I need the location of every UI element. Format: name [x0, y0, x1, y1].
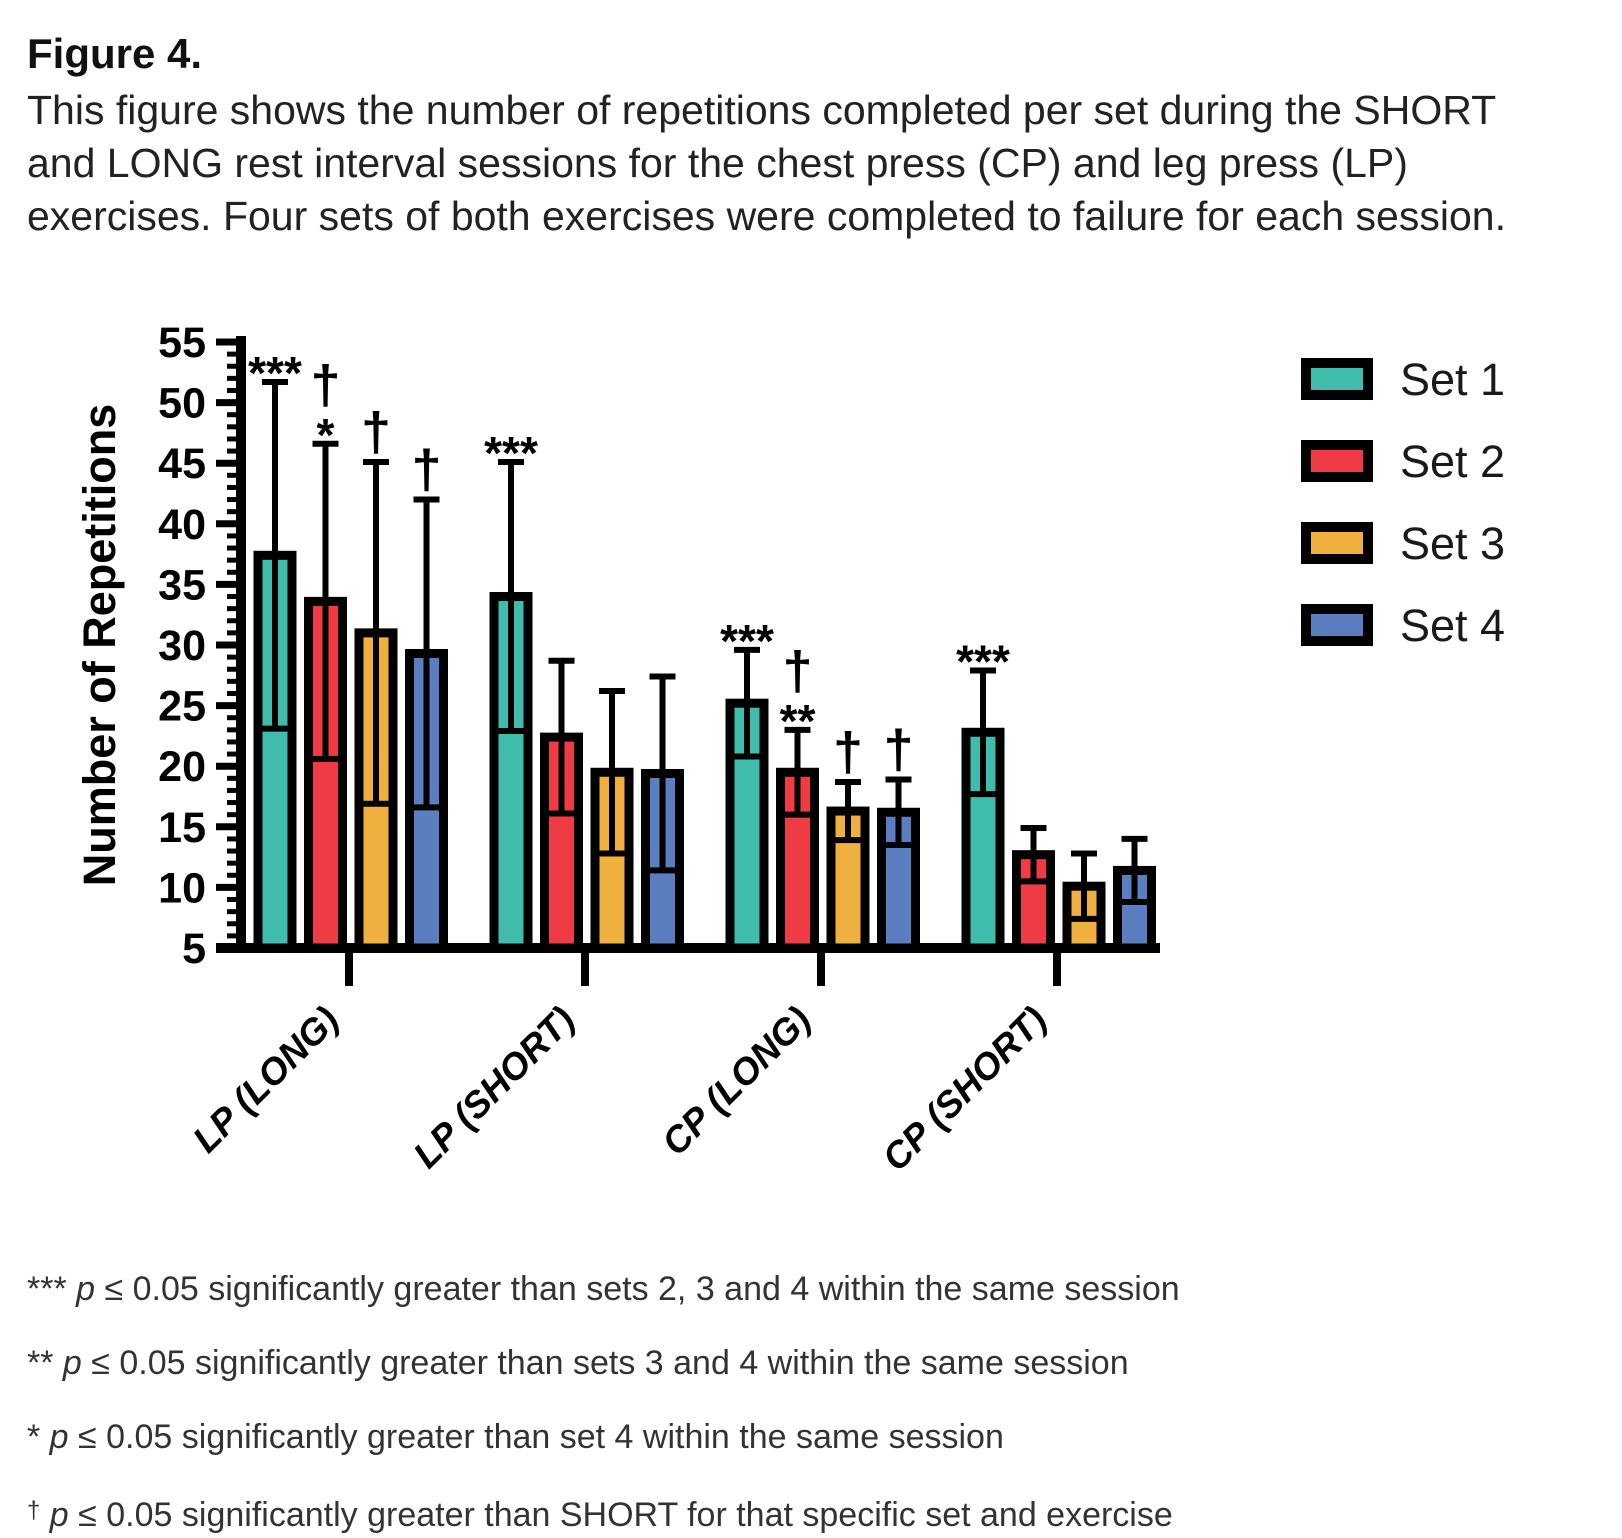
x-category-label: LP (LONG) — [185, 999, 347, 1161]
y-tick-label: 10 — [158, 864, 206, 912]
significance-footnotes: *** p ≤ 0.05 significantly greater than … — [27, 1252, 1587, 1538]
y-tick-label: 35 — [158, 561, 206, 609]
footnote-line: ** p ≤ 0.05 significantly greater than s… — [27, 1326, 1587, 1400]
x-category-label: CP (LONG) — [654, 999, 819, 1164]
footnote-text: ≤ 0.05 significantly greater than sets 3… — [81, 1344, 1129, 1382]
legend-label: Set 2 — [1400, 436, 1505, 487]
y-tick-label: 25 — [158, 683, 206, 731]
figure-title: Figure 4. — [27, 30, 203, 77]
footnote-p-symbol: p — [40, 1496, 69, 1534]
figure-caption: This figure shows the number of repetiti… — [27, 84, 1587, 243]
footnote-marker: ** — [27, 1344, 54, 1382]
significance-marker: *** — [720, 615, 774, 667]
significance-marker: † — [883, 720, 913, 780]
footnote-p-symbol: p — [66, 1270, 96, 1308]
footnote-marker: * — [27, 1418, 41, 1456]
legend-label: Set 1 — [1400, 354, 1505, 405]
legend-swatch-set2 — [1301, 440, 1373, 482]
y-tick-label: 40 — [158, 501, 206, 549]
y-tick-label: 50 — [158, 380, 206, 428]
legend-label: Set 4 — [1400, 600, 1505, 651]
significance-marker: † — [310, 355, 340, 415]
legend-swatch-set1 — [1301, 358, 1373, 400]
footnote-line: *** p ≤ 0.05 significantly greater than … — [27, 1252, 1587, 1326]
legend-swatch-set4 — [1301, 604, 1373, 646]
significance-marker: *** — [248, 347, 302, 399]
figure-caption-line: This figure shows the number of repetiti… — [27, 87, 1497, 133]
footnote-p-symbol: p — [53, 1344, 82, 1382]
footnote-marker: † — [27, 1497, 41, 1524]
figure-caption-line: and LONG rest interval sessions for the … — [27, 140, 1408, 186]
significance-marker: ** — [780, 695, 816, 747]
footnote-text: ≤ 0.05 significantly greater than set 4 … — [68, 1418, 1004, 1456]
footnote-text: ≤ 0.05 significantly greater than SHORT … — [68, 1496, 1173, 1534]
significance-marker: † — [833, 722, 863, 782]
x-category-label: LP (SHORT) — [405, 999, 582, 1176]
x-category-label: CP (SHORT) — [874, 999, 1054, 1179]
significance-marker: * — [317, 409, 335, 461]
legend-swatch-set3 — [1301, 522, 1373, 564]
significance-marker: *** — [956, 635, 1010, 687]
y-tick-label: 45 — [158, 440, 206, 488]
y-tick-label: 30 — [158, 622, 206, 670]
footnote-marker: *** — [27, 1270, 67, 1308]
y-tick-label: 15 — [158, 804, 206, 852]
significance-marker: † — [361, 402, 391, 462]
legend-label: Set 3 — [1400, 518, 1505, 569]
y-axis-title: Number of Repetitions — [74, 404, 125, 887]
figure-caption-line: exercises. Four sets of both exercises w… — [27, 193, 1506, 239]
y-tick-label: 5 — [182, 925, 206, 973]
footnote-text: ≤ 0.05 significantly greater than sets 2… — [95, 1270, 1180, 1308]
significance-marker: *** — [484, 427, 538, 479]
footnote-line: † p ≤ 0.05 significantly greater than SH… — [27, 1474, 1587, 1538]
footnote-line: * p ≤ 0.05 significantly greater than se… — [27, 1400, 1587, 1474]
significance-marker: † — [411, 440, 441, 500]
y-tick-label: 55 — [158, 319, 206, 367]
footnote-p-symbol: p — [40, 1418, 69, 1456]
y-tick-label: 20 — [158, 743, 206, 791]
significance-marker: † — [782, 641, 812, 701]
